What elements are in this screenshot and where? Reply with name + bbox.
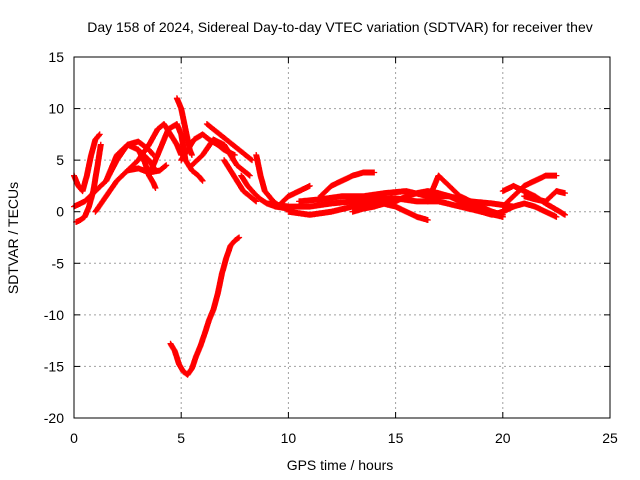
data-series <box>71 95 568 378</box>
y-tick-label: -20 <box>44 410 64 426</box>
x-axis-label: GPS time / hours <box>287 457 394 473</box>
y-tick-label: 15 <box>48 49 64 65</box>
ticks <box>73 56 611 419</box>
y-tick-label: -15 <box>44 358 64 374</box>
series-arc-23 <box>424 172 506 220</box>
chart-title: Day 158 of 2024, Sidereal Day-to-day VTE… <box>87 19 593 35</box>
series-arc-20 <box>274 182 313 210</box>
y-tick-label: -10 <box>44 307 64 323</box>
series-arc-26 <box>521 188 568 205</box>
y-tick-label: 10 <box>48 101 64 117</box>
x-tick-label: 10 <box>281 430 297 446</box>
series-arc-21 <box>317 169 378 200</box>
data-points <box>221 157 260 205</box>
y-axis-label: SDTVAR / TECUs <box>5 182 21 294</box>
grid <box>74 57 610 418</box>
data-points <box>317 169 378 200</box>
data-points <box>167 234 243 378</box>
series-arc-12 <box>203 121 255 164</box>
y-tick-label: -5 <box>52 255 65 271</box>
data-points <box>188 136 253 179</box>
data-points <box>148 121 206 184</box>
tick-labels: 0 5 10 15 20 25 -20 -15 -10 -5 0 5 10 15 <box>44 49 618 446</box>
data-points <box>274 182 313 210</box>
data-points <box>521 188 568 205</box>
x-tick-label: 15 <box>388 430 404 446</box>
series-arc-11 <box>188 136 253 179</box>
x-tick-label: 25 <box>602 430 618 446</box>
series-arc-7 <box>135 146 159 191</box>
series-arc-13 <box>221 157 260 205</box>
x-tick-label: 20 <box>495 430 511 446</box>
y-tick-label: 5 <box>56 152 64 168</box>
x-tick-label: 5 <box>177 430 185 446</box>
series-arc-16 <box>167 234 243 378</box>
data-points <box>467 200 560 220</box>
data-points <box>135 146 159 191</box>
y-tick-label: 0 <box>56 204 64 220</box>
data-points <box>203 121 255 164</box>
plot-frame <box>73 56 611 419</box>
x-tick-label: 0 <box>70 430 78 446</box>
series-arc-8 <box>148 121 206 184</box>
data-points <box>424 172 506 220</box>
series-arc-27 <box>467 200 560 220</box>
